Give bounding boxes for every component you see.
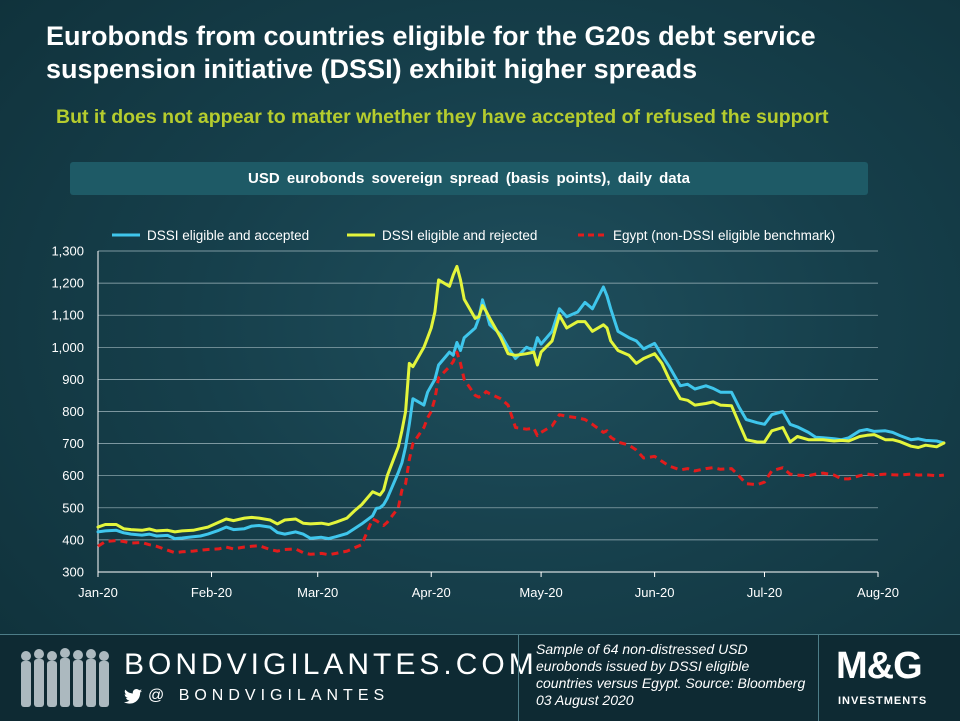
series-line-3 — [97, 350, 945, 557]
y-tick-label: 900 — [62, 372, 84, 387]
footer-divider — [818, 635, 819, 721]
y-tick-label: 1,100 — [51, 308, 84, 323]
y-tick-label: 500 — [62, 500, 84, 515]
legend-label: DSSI eligible and rejected — [382, 228, 537, 243]
chart-series — [96, 264, 946, 557]
source-footnote: Sample of 64 non-distressed USD eurobond… — [536, 641, 806, 708]
y-tick-label: 700 — [62, 436, 84, 451]
x-axis-ticks: Jan-20 Feb-20 Mar-20 Apr-20 May-20 Jun-20 Jul-… — [78, 572, 899, 600]
chart-title: USD eurobonds sovereign spread (basis po… — [70, 162, 868, 195]
x-tick-label: May-20 — [519, 585, 562, 600]
y-axis-ticks: 300 400 500 600 700 800 900 1,000 1,100 1,200 1,30… — [51, 244, 84, 580]
y-tick-label: 800 — [62, 404, 84, 419]
brand-name: BONDVIGILANTES.COM — [124, 648, 538, 681]
social-handle-text: @ BONDVIGILANTES — [148, 687, 390, 704]
y-tick-label: 1,300 — [51, 244, 84, 259]
chart-legend: DSSI eligible and accepted DSSI eligible … — [112, 228, 835, 243]
x-tick-label: Feb-20 — [191, 585, 232, 600]
x-tick-label: Mar-20 — [297, 585, 338, 600]
y-tick-label: 1,000 — [51, 340, 84, 355]
footer-divider — [518, 635, 519, 721]
x-tick-label: Aug-20 — [857, 585, 899, 600]
series-line-1 — [96, 285, 946, 541]
legend-label: Egypt (non-DSSI eligible benchmark) — [613, 228, 835, 243]
legend-label: DSSI eligible and accepted — [147, 228, 309, 243]
x-tick-label: Apr-20 — [412, 585, 451, 600]
logo-subtext: INVESTMENTS — [838, 695, 928, 707]
series-line-2 — [96, 264, 946, 534]
y-tick-label: 1,200 — [51, 276, 84, 291]
x-tick-label: Jul-20 — [747, 585, 782, 600]
page-title: Eurobonds from countries eligible for th… — [46, 21, 816, 84]
y-tick-label: 400 — [62, 532, 84, 547]
line-chart: 300 400 500 600 700 800 900 1,000 1,100 1,200 1,30… — [51, 228, 946, 600]
y-tick-label: 600 — [62, 468, 84, 483]
mg-investments-logo: M&G INVESTMENTS — [828, 645, 952, 715]
page-subtitle: But it does not appear to matter whether… — [56, 106, 829, 128]
social-handle: @ BONDVIGILANTES — [124, 685, 389, 707]
y-tick-label: 300 — [62, 565, 84, 580]
x-tick-label: Jan-20 — [78, 585, 118, 600]
x-tick-label: Jun-20 — [635, 585, 675, 600]
people-silhouettes-icon — [21, 648, 109, 707]
logo-text: M&G — [836, 645, 923, 687]
footer-bar: BONDVIGILANTES.COM @ BONDVIGILANTES Samp… — [0, 634, 960, 721]
twitter-bird-icon — [124, 688, 142, 704]
